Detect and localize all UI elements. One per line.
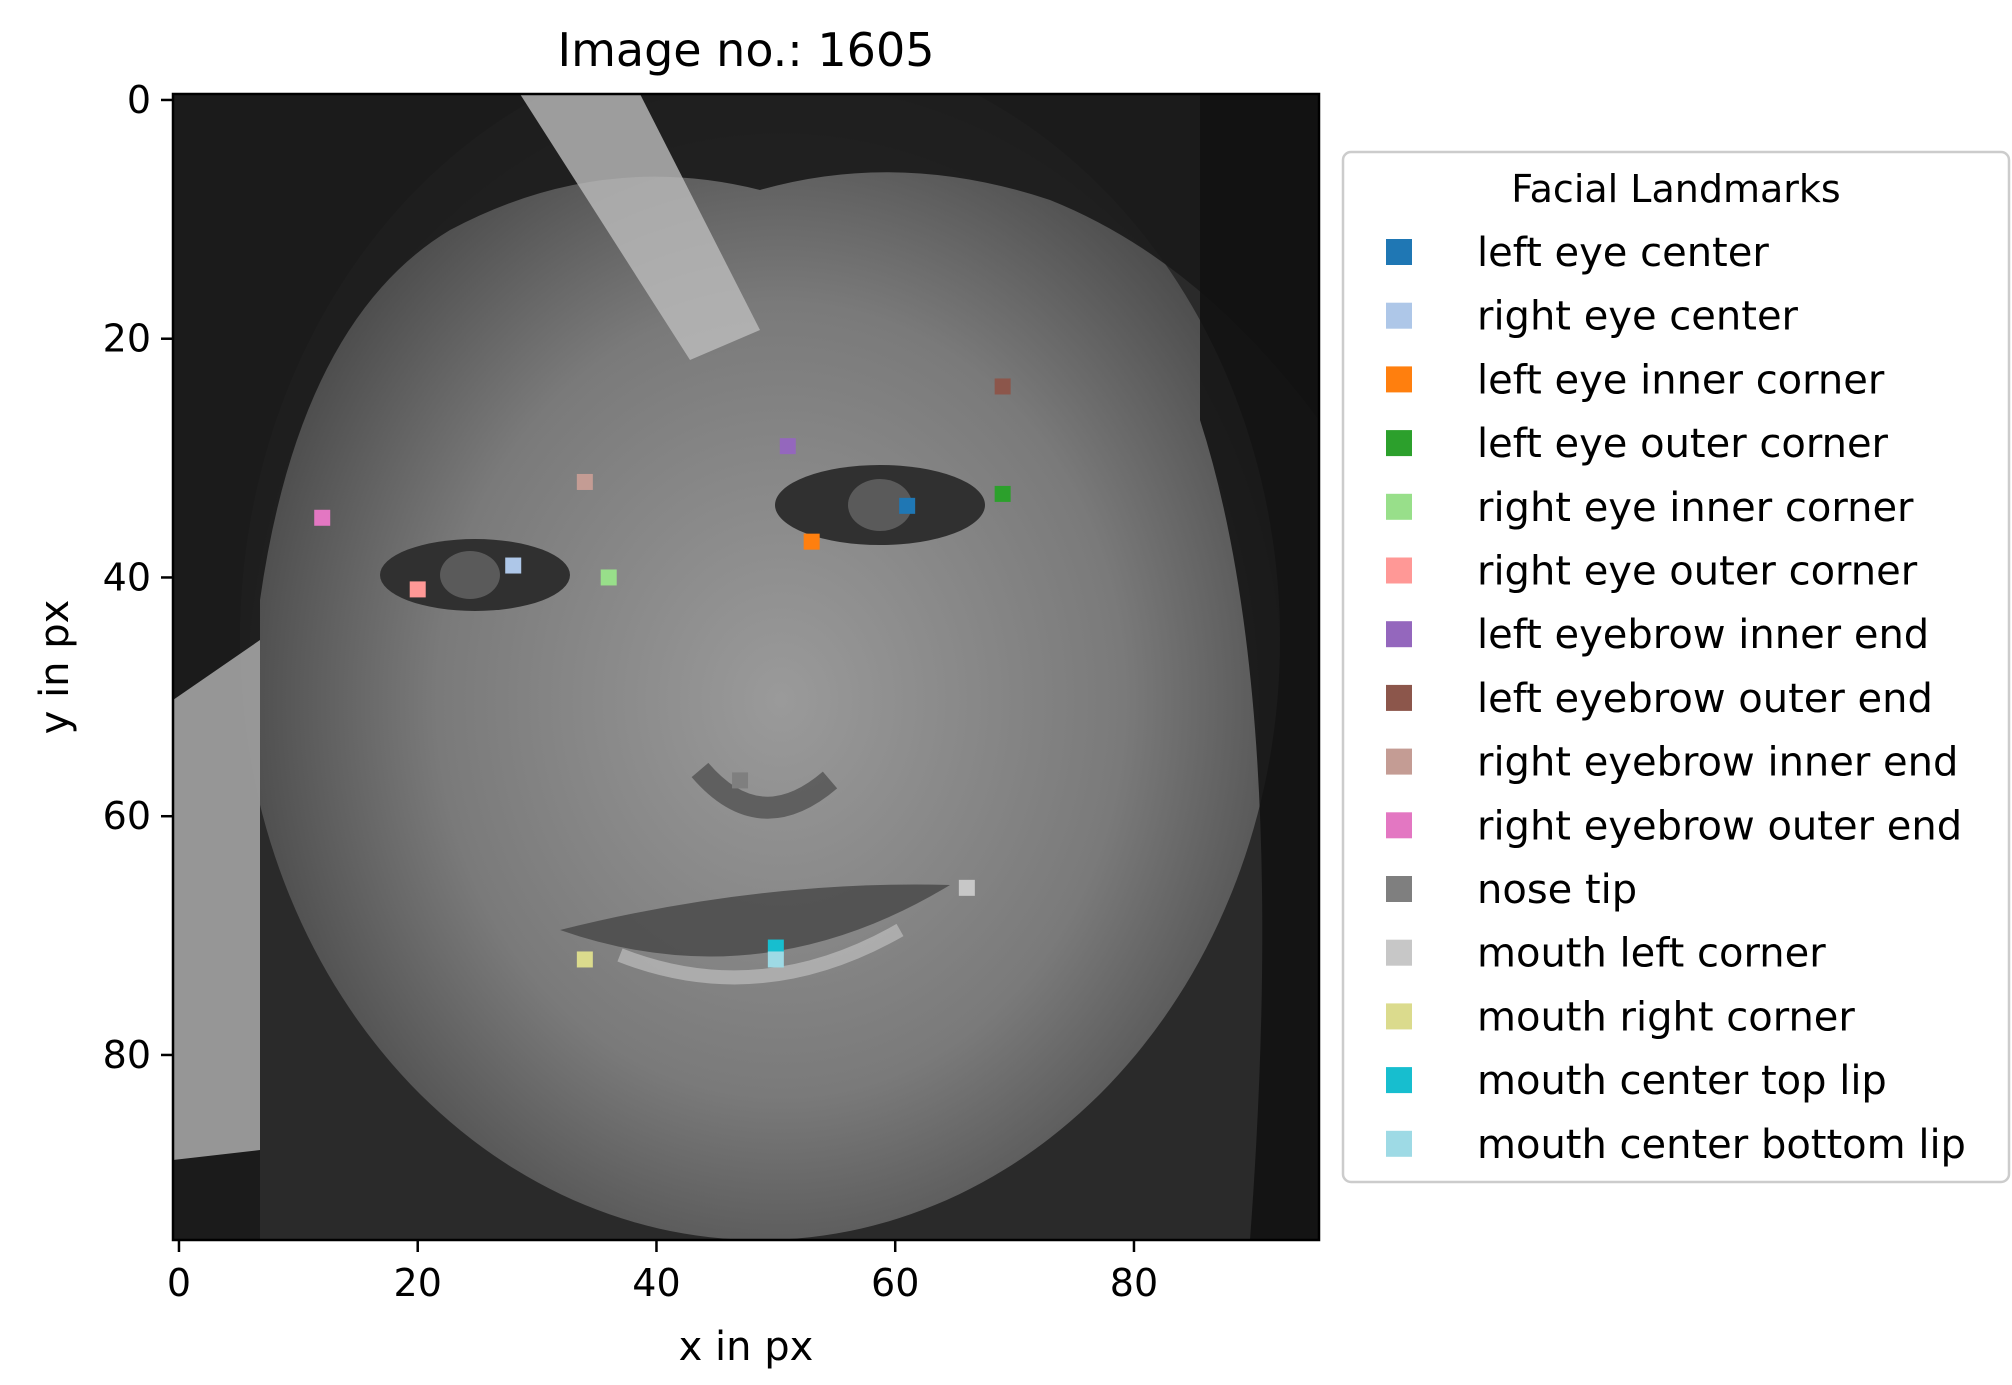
y-axis-label: y in px — [32, 600, 78, 735]
marker-right-eyebrow-inner-end — [576, 473, 593, 490]
y-tick-label: 40 — [103, 555, 151, 599]
legend-swatch — [1386, 1067, 1412, 1094]
legend-items: left eye center right eye center left eye … — [1386, 230, 1966, 1168]
legend-swatch — [1386, 1130, 1412, 1157]
y-tick-label: 80 — [103, 1033, 151, 1077]
legend-label: left eyebrow outer end — [1477, 676, 1933, 722]
x-axis: 0 20 40 60 80 — [167, 1240, 1158, 1305]
legend-label: right eyebrow inner end — [1477, 740, 1958, 786]
marker-right-eye-outer-corner — [409, 581, 426, 598]
marker-mouth-right-corner — [576, 951, 593, 968]
legend-label: left eye center — [1477, 230, 1769, 276]
legend-swatch — [1386, 748, 1412, 775]
legend-label: left eye inner corner — [1477, 357, 1885, 403]
legend-swatch — [1386, 939, 1412, 966]
legend-label: mouth left corner — [1477, 931, 1826, 977]
legend-swatch — [1386, 366, 1412, 393]
legend-label: right eyebrow outer end — [1477, 803, 1962, 849]
x-tick-label: 20 — [394, 1261, 442, 1305]
legend-label: mouth center bottom lip — [1477, 1122, 1966, 1168]
legend-swatch — [1386, 876, 1412, 902]
legend-label: left eye outer corner — [1477, 421, 1889, 467]
legend-box — [1341, 150, 2011, 1184]
legend-label: left eyebrow inner end — [1477, 612, 1929, 658]
y-tick-label: 0 — [127, 78, 151, 122]
legend-swatch — [1386, 621, 1412, 648]
chart-title: Image no.: 1605 — [558, 23, 935, 77]
x-tick-label: 60 — [871, 1261, 919, 1305]
markers — [314, 378, 1011, 968]
legend-swatch — [1386, 812, 1412, 839]
marker-right-eye-center — [505, 557, 522, 574]
marker-mouth-left-corner — [958, 879, 975, 896]
legend-swatch — [1386, 1003, 1412, 1030]
marker-left-eyebrow-inner-end — [779, 438, 796, 455]
legend-label: mouth right corner — [1477, 994, 1855, 1040]
legend-swatch — [1386, 239, 1412, 265]
legend-swatch — [1386, 493, 1412, 520]
y-tick-label: 20 — [103, 317, 151, 361]
marker-left-eye-center — [899, 497, 916, 514]
marker-mouth-center-bottom-lip — [767, 951, 784, 968]
legend-label: right eye inner corner — [1477, 485, 1914, 531]
legend-swatch — [1386, 302, 1412, 329]
y-axis: 0 20 40 60 80 — [103, 78, 173, 1077]
x-tick-label: 80 — [1110, 1261, 1158, 1305]
face-image — [173, 94, 1319, 1240]
marker-nose-tip — [732, 772, 749, 789]
legend-swatch — [1386, 684, 1412, 711]
x-axis-label: x in px — [679, 1324, 814, 1370]
x-tick-label: 40 — [632, 1261, 680, 1305]
marker-right-eyebrow-outer-end — [314, 509, 331, 526]
legend-label: right eye center — [1477, 294, 1799, 340]
marker-right-eye-inner-corner — [600, 569, 617, 586]
legend-label: mouth center top lip — [1477, 1058, 1887, 1104]
marker-left-eye-inner-corner — [803, 533, 820, 550]
legend-swatch — [1386, 430, 1412, 457]
legend-label: right eye outer corner — [1477, 549, 1918, 595]
marker-left-eye-outer-corner — [994, 485, 1011, 502]
x-tick-label: 0 — [167, 1261, 191, 1305]
legend: Facial Landmarks left eye center right ey… — [1341, 150, 2011, 1184]
plot-frame — [171, 92, 1321, 1242]
marker-left-eyebrow-outer-end — [994, 378, 1011, 395]
legend-title: Facial Landmarks — [1511, 167, 1840, 211]
y-tick-label: 60 — [103, 794, 151, 838]
legend-label: nose tip — [1477, 867, 1637, 913]
legend-swatch — [1386, 557, 1412, 584]
